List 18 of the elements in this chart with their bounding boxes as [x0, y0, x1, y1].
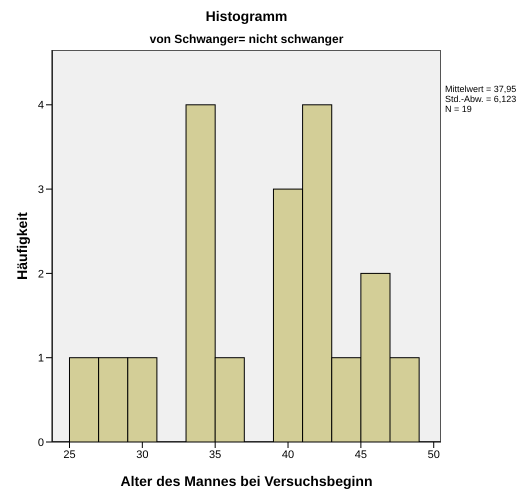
x-tick-label: 40: [282, 448, 294, 461]
text: Std.-Abw. = 6,123: [445, 94, 516, 104]
y-tick-label: 2: [38, 268, 44, 280]
x-axis-title: Alter des Mannes bei Versuchsbeginn: [120, 473, 373, 489]
x-tick-label: 25: [63, 448, 76, 461]
x-tick-label: 35: [209, 448, 222, 461]
chart-subtitle: von Schwanger= nicht schwanger: [148, 32, 344, 46]
y-tick-label: 1: [38, 352, 44, 365]
x-tick-label: 50: [428, 448, 440, 461]
x-tick-label: 30: [136, 448, 148, 461]
y-tick-label: 3: [38, 184, 44, 196]
y-tick-label: 4: [38, 100, 44, 112]
text: Mittelwert = 37,95: [445, 84, 516, 94]
chart-title: Histogramm: [204, 8, 288, 24]
y-axis-title: Häufigkeit: [14, 212, 30, 280]
text: N = 19: [445, 104, 473, 114]
y-tick-label: 0: [38, 436, 44, 449]
x-tick-label: 45: [354, 448, 367, 461]
